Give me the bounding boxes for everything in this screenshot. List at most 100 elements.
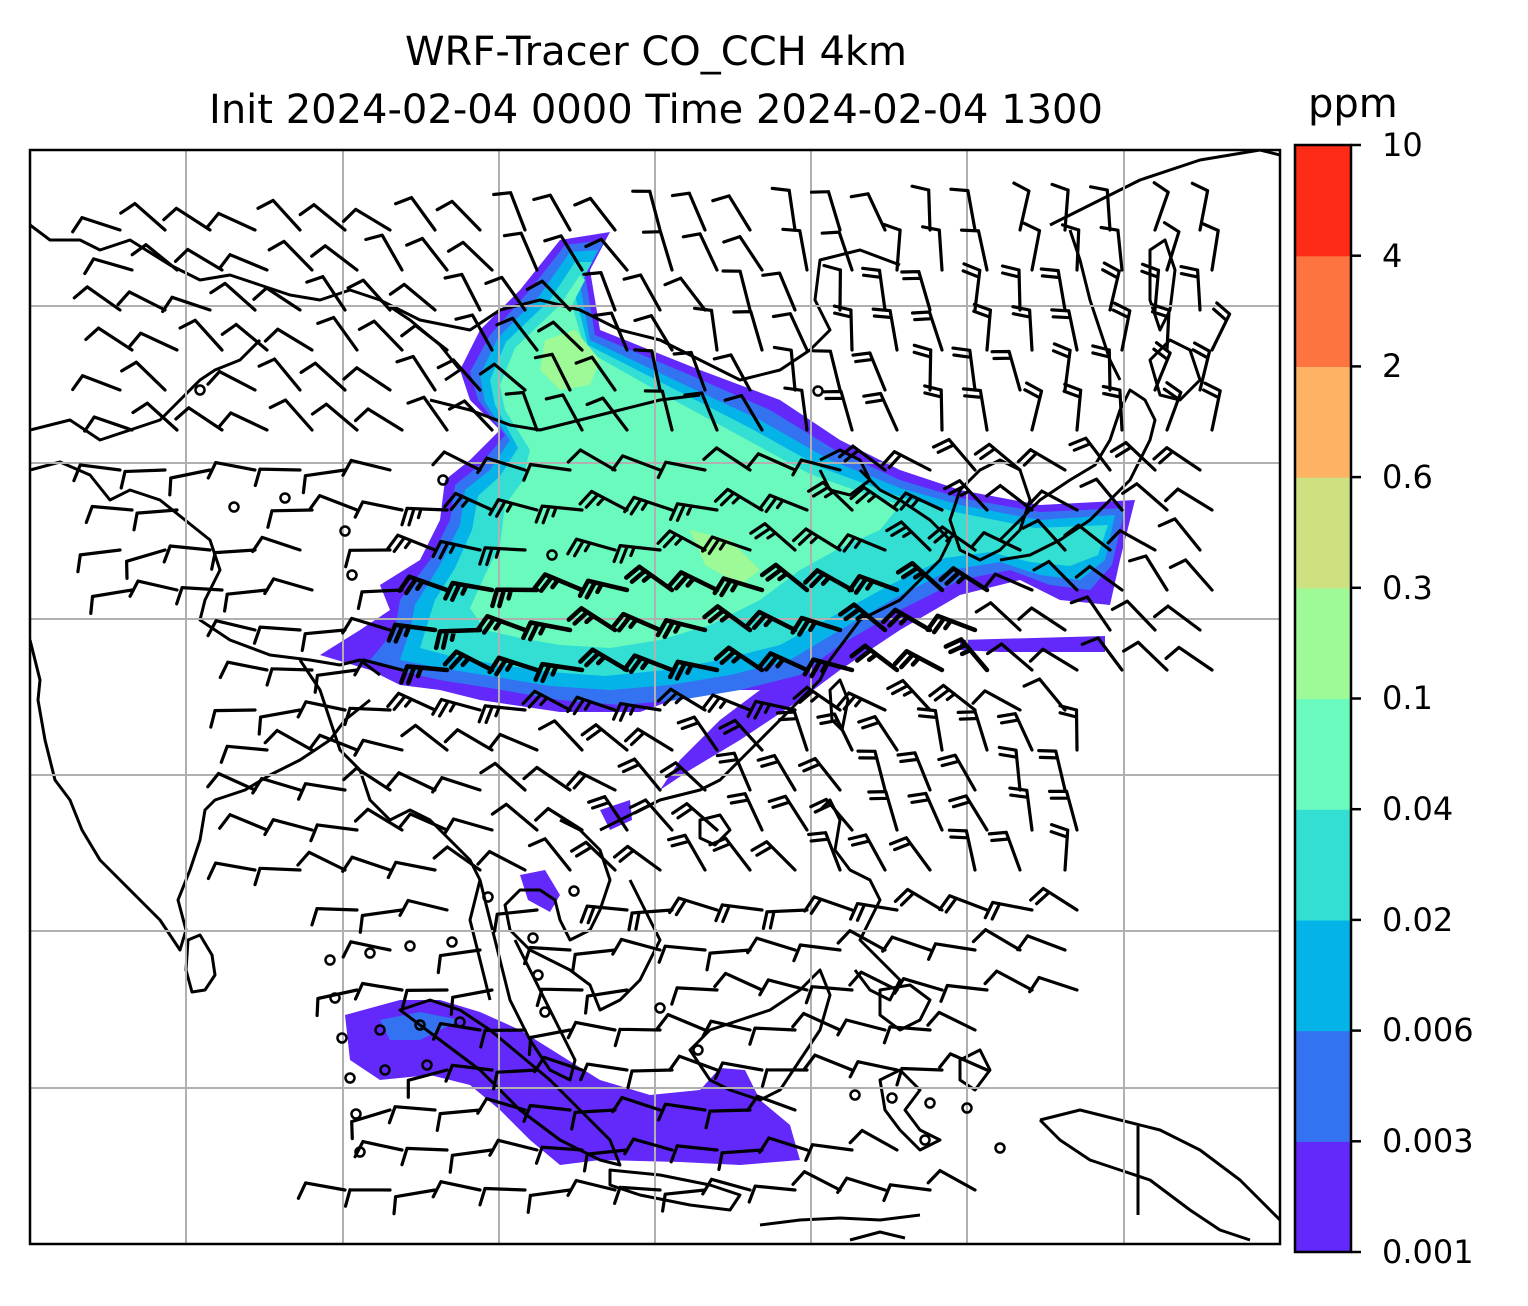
wind-barb bbox=[721, 269, 752, 312]
wind-barb bbox=[832, 304, 854, 352]
wind-barb bbox=[702, 604, 753, 633]
wind-barb bbox=[120, 360, 167, 392]
wind-barb bbox=[76, 548, 122, 574]
wind-barb bbox=[758, 1136, 809, 1154]
wind-barb bbox=[871, 307, 899, 352]
colorbar bbox=[1293, 143, 1361, 1254]
wind-barb bbox=[267, 239, 314, 272]
tracer-band-0.001 bbox=[345, 1000, 800, 1165]
calm-wind-marker bbox=[194, 384, 206, 396]
wind-barb bbox=[961, 387, 989, 432]
wind-barb bbox=[206, 771, 257, 792]
wind-barb bbox=[533, 1055, 584, 1074]
wind-barb bbox=[1099, 225, 1124, 272]
wind-barb bbox=[493, 908, 539, 933]
wind-barb bbox=[119, 468, 167, 490]
wind-barb bbox=[1032, 559, 1079, 592]
wind-barb bbox=[701, 1019, 752, 1038]
wind-barb bbox=[925, 613, 978, 635]
wind-barb bbox=[484, 275, 527, 312]
wind-barb bbox=[579, 904, 629, 925]
calm-wind-marker bbox=[421, 1059, 433, 1071]
wind-barb bbox=[89, 588, 134, 615]
wind-barb bbox=[1168, 558, 1214, 592]
wind-barb bbox=[862, 391, 899, 432]
wind-barb bbox=[252, 625, 302, 645]
coastline-sulawesi bbox=[878, 1068, 942, 1152]
wind-barb bbox=[401, 988, 449, 1009]
wind-barb bbox=[961, 262, 982, 312]
wind-barb bbox=[488, 1138, 539, 1157]
calm-wind-marker bbox=[346, 569, 358, 581]
wind-barb bbox=[712, 576, 765, 598]
wind-barb bbox=[578, 647, 630, 673]
wind-barb bbox=[266, 508, 314, 529]
wind-barb bbox=[717, 1148, 764, 1172]
wind-barb bbox=[566, 448, 617, 472]
wind-barb bbox=[1201, 222, 1220, 272]
wind-barb bbox=[792, 685, 842, 712]
wind-barb bbox=[655, 618, 708, 640]
wind-barb bbox=[178, 318, 224, 352]
colorbar-swatch bbox=[1295, 698, 1351, 810]
wind-barb bbox=[305, 275, 347, 312]
wind-barb bbox=[341, 458, 392, 477]
wind-barb bbox=[566, 695, 617, 716]
wind-barb bbox=[1000, 264, 1022, 312]
wind-barb bbox=[218, 660, 269, 680]
wind-barb bbox=[128, 579, 179, 598]
wind-barb bbox=[1162, 221, 1181, 272]
wind-barb bbox=[353, 658, 404, 677]
wind-barb bbox=[173, 247, 224, 272]
wind-barb bbox=[578, 489, 629, 512]
colorbar-tick-label: 2 bbox=[1382, 347, 1403, 385]
wind-barb bbox=[681, 232, 719, 272]
wind-barb bbox=[656, 529, 707, 552]
wind-barb bbox=[983, 900, 1034, 921]
wind-barb bbox=[791, 1170, 842, 1192]
wind-barb bbox=[83, 415, 134, 433]
wind-barb bbox=[802, 657, 855, 679]
coastline-hokkaido bbox=[1148, 338, 1202, 402]
wind-barb bbox=[704, 1108, 752, 1130]
wind-barb bbox=[268, 398, 314, 432]
wind-barb bbox=[713, 487, 764, 512]
wind-barb bbox=[928, 683, 977, 712]
wind-barb bbox=[1157, 517, 1202, 552]
wind-barb bbox=[1008, 786, 1034, 832]
colorbar-swatch bbox=[1295, 366, 1351, 478]
wind-barb bbox=[836, 1176, 887, 1194]
wind-barb bbox=[566, 770, 617, 792]
wind-barb bbox=[356, 588, 404, 611]
wind-barb bbox=[714, 903, 764, 924]
wind-barb bbox=[892, 649, 945, 673]
wind-barb bbox=[478, 362, 527, 392]
wind-barb bbox=[1063, 523, 1112, 552]
wind-barb bbox=[495, 316, 539, 352]
wind-barb bbox=[71, 216, 122, 234]
wind-barb bbox=[932, 438, 977, 472]
calm-wind-marker bbox=[886, 1092, 898, 1104]
calm-wind-marker bbox=[324, 954, 336, 966]
coastline-new-guinea bbox=[1038, 1108, 1280, 1242]
wind-barb bbox=[406, 395, 449, 432]
calm-wind-marker bbox=[414, 1019, 426, 1031]
wind-barb bbox=[804, 985, 854, 1005]
wind-barb bbox=[900, 270, 932, 312]
wind-barb bbox=[622, 273, 662, 312]
wind-barb bbox=[394, 196, 437, 232]
wind-barb bbox=[431, 450, 482, 472]
wind-barb bbox=[910, 184, 932, 232]
wind-barb bbox=[938, 894, 989, 914]
wind-barbs bbox=[71, 181, 1232, 1216]
wind-barb bbox=[798, 757, 842, 792]
wind-barb bbox=[308, 494, 359, 512]
wind-barb bbox=[566, 537, 617, 558]
page-title-line1: WRF-Tracer CO_CCH 4km bbox=[404, 29, 908, 75]
colorbar-swatch bbox=[1295, 477, 1351, 589]
wind-barb bbox=[574, 355, 617, 392]
coastline-java bbox=[608, 1168, 742, 1212]
wind-barb bbox=[1109, 441, 1157, 472]
wind-barb bbox=[1190, 181, 1210, 232]
